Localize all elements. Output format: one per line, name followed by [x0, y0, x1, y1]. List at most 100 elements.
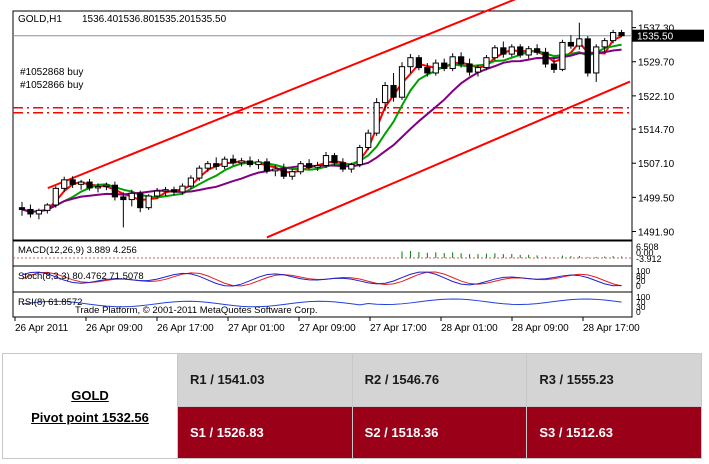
bullish-candle: [491, 47, 499, 59]
time-axis-label: 28 Apr 17:00: [583, 323, 640, 334]
ohlc-value: 1536.80: [118, 14, 155, 25]
bearish-candle: [542, 51, 549, 65]
bullish-candle: [449, 56, 456, 69]
resistance-1: R1 / 1541.03: [177, 353, 353, 407]
bearish-candle: [567, 41, 575, 47]
ohlc-value: 1535.20: [154, 14, 191, 25]
bearish-candle: [390, 85, 397, 98]
bullish-candle: [559, 41, 566, 70]
macd-pane-frame: [12, 240, 633, 267]
bearish-candle: [120, 196, 127, 201]
bullish-candle: [365, 132, 372, 149]
price-pane-frame: [12, 10, 633, 241]
price-chart-svg[interactable]: 1537.30 1529.70 1522.10 1514.70 1507.10 1499.…: [0, 0, 709, 340]
bearish-candle: [246, 160, 254, 166]
rsi-scale-label: 70: [636, 297, 646, 307]
bearish-candle: [457, 56, 465, 65]
stochastic-scale-label: 100: [636, 266, 650, 276]
bullish-candle: [297, 163, 304, 173]
bullish-candle: [432, 62, 439, 74]
bearish-candle: [517, 46, 524, 56]
pivot-name-cell: GOLD Pivot point 1532.56: [2, 353, 178, 459]
trading-chart[interactable]: 1537.30 1529.70 1522.10 1514.70 1507.10 1499.…: [0, 0, 709, 340]
bullish-candle: [601, 40, 608, 48]
macd-scale-label: 0.00: [636, 248, 654, 258]
bearish-candle: [331, 155, 338, 164]
ohlc-value: 1536.40: [82, 14, 119, 25]
stochastic-signal-line: [21, 271, 622, 287]
bullish-candle: [314, 164, 321, 168]
order-label: #1052866 buy: [20, 80, 83, 91]
bullish-candle: [52, 187, 59, 206]
bearish-candle: [618, 32, 625, 37]
bearish-candle: [550, 63, 558, 70]
bullish-candle: [255, 161, 262, 166]
bearish-candle: [415, 57, 423, 69]
price-axis-tick-label: 1537.30: [638, 24, 675, 35]
bullish-candle: [35, 209, 43, 215]
bearish-candle: [27, 208, 34, 215]
bearish-candle: [111, 184, 119, 198]
price-axis-tick-label: 1529.70: [638, 58, 675, 69]
price-axis-tick-label: 1522.10: [638, 92, 675, 103]
bearish-candle: [500, 47, 507, 55]
bullish-candle: [221, 158, 228, 167]
rsi-scale-label: 100: [636, 292, 650, 302]
bullish-candle: [593, 46, 600, 74]
bullish-candle: [44, 204, 51, 211]
bearish-candle: [137, 192, 144, 209]
rsi-pane-frame: [12, 291, 633, 318]
bearish-candle: [339, 162, 347, 170]
bullish-candle: [61, 179, 68, 189]
bullish-candle: [525, 48, 532, 56]
stochastic-scale-label: 0: [636, 281, 641, 291]
bearish-candle: [441, 62, 448, 69]
bullish-candle: [407, 57, 414, 68]
bullish-candle: [508, 46, 515, 55]
pivot-table: GOLD Pivot point 1532.56 R1 / 1541.03 R2…: [2, 353, 702, 459]
bearish-candle: [213, 163, 220, 167]
bearish-candle: [466, 63, 473, 73]
price-axis-tick-label: 1491.90: [638, 227, 675, 238]
time-axis-label: 26 Apr 17:00: [157, 323, 214, 334]
bearish-candle: [424, 67, 431, 74]
current-price-label: 1535.50: [637, 32, 674, 43]
support-2: S2 / 1518.36: [351, 405, 528, 459]
bullish-candle: [576, 38, 583, 47]
bullish-candle: [381, 85, 389, 104]
bearish-candle: [305, 163, 313, 168]
bullish-candle: [94, 186, 102, 189]
macd-scale-label: 6.508: [636, 242, 659, 252]
bullish-candle: [272, 168, 279, 172]
rsi-line: [21, 298, 622, 308]
stochastic-scale-label: 20: [636, 276, 646, 286]
symbol-name: GOLD: [71, 387, 109, 403]
rsi-scale-label: 30: [636, 302, 646, 312]
watermark-text: Trade Platform, © 2001-2011 MetaQuotes S…: [75, 305, 318, 316]
bullish-candle: [398, 66, 406, 98]
time-axis-label: 26 Apr 2011: [15, 323, 69, 334]
macd-scale-label: -3.912: [636, 254, 662, 264]
time-axis-label: 27 Apr 09:00: [299, 323, 356, 334]
bullish-candle: [153, 190, 161, 197]
bullish-candle: [289, 171, 296, 177]
resistance-3: R3 / 1555.23: [526, 353, 702, 407]
resistance-2: R2 / 1546.76: [351, 353, 528, 407]
bearish-candle: [69, 179, 76, 185]
rsi-label: RSI(8) 61.8572: [18, 297, 82, 308]
price-axis-tick-label: 1507.10: [638, 159, 675, 170]
bullish-candle: [162, 189, 169, 192]
bearish-candle: [170, 189, 178, 193]
bearish-candle: [533, 48, 541, 53]
bullish-candle: [196, 167, 203, 179]
price-pane: 1537.30 1529.70 1522.10 1514.70 1507.10 1499.…: [12, 0, 704, 241]
bearish-candle: [18, 207, 26, 210]
current-price-box: [632, 29, 704, 42]
bullish-candle: [356, 147, 363, 166]
time-axis-label: 26 Apr 09:00: [86, 323, 143, 334]
bullish-candle: [373, 102, 380, 134]
bullish-candle: [179, 185, 186, 193]
